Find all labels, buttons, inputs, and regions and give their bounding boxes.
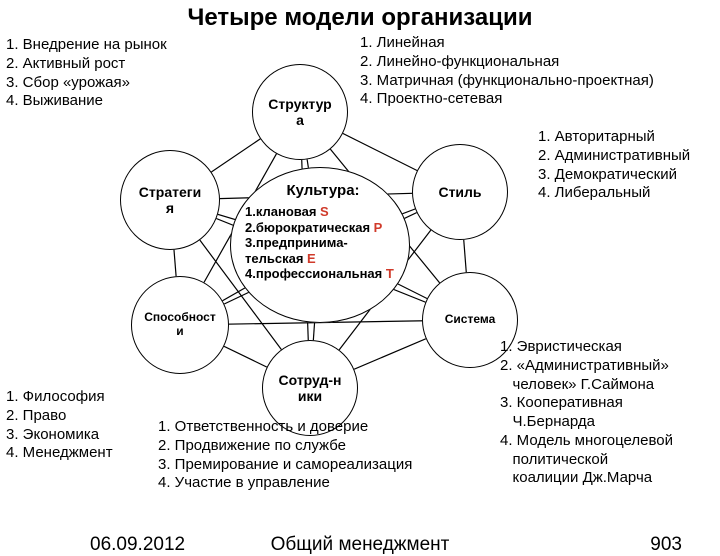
list-item: 4. Проектно-сетевая — [360, 90, 654, 109]
footer-page: 903 — [650, 534, 682, 556]
center-title: Культура: — [245, 182, 401, 200]
list-item: 3. Матричная (функционально-проектная) — [360, 72, 654, 91]
list-item: человек» Г.Саймона — [500, 376, 673, 395]
node-structure: Структура — [252, 64, 348, 160]
list-ability: 1. Философия2. Право3. Экономика4. Менед… — [6, 388, 113, 463]
list-strategy: 1. Внедрение на рынок2. Активный рост3. … — [6, 36, 167, 111]
list-item: 3. Демократический — [538, 166, 690, 185]
list-item: 1. Ответственность и доверие — [158, 418, 412, 437]
list-item: Ч.Бернарда — [500, 413, 673, 432]
list-item: 2. Право — [6, 407, 113, 426]
list-item: 1. Внедрение на рынок — [6, 36, 167, 55]
list-item: 2. Продвижение по службе — [158, 437, 412, 456]
list-item: 1. Философия — [6, 388, 113, 407]
list-style: 1. Авторитарный2. Административный3. Дем… — [538, 128, 690, 203]
node-culture-center: Культура: 1.клановая S2.бюрократическая … — [230, 167, 410, 323]
list-item: 2. «Административный» — [500, 357, 673, 376]
center-list: 1.клановая S2.бюрократическая Р3.предпри… — [245, 204, 401, 282]
list-item: 3. Экономика — [6, 426, 113, 445]
list-item: 4. Участие в управление — [158, 474, 412, 493]
center-list-item: 4.профессиональная Т — [245, 266, 401, 282]
node-strategy: Стратегия — [120, 150, 220, 250]
list-item: 2. Административный — [538, 147, 690, 166]
list-item: 2. Линейно-функциональная — [360, 53, 654, 72]
list-item: 1. Линейная — [360, 34, 654, 53]
list-item: 3. Кооперативная — [500, 394, 673, 413]
list-item: 4. Либеральный — [538, 184, 690, 203]
list-item: 4. Менеджмент — [6, 444, 113, 463]
list-item: 3. Премирование и самореализация — [158, 456, 412, 475]
node-style: Стиль — [412, 144, 508, 240]
center-list-item: 1.клановая S — [245, 204, 401, 220]
center-list-item: 3.предпринима- — [245, 235, 401, 251]
page-title: Четыре модели организации — [0, 4, 720, 32]
list-item: 3. Сбор «урожая» — [6, 74, 167, 93]
center-list-item: тельская Е — [245, 251, 401, 267]
list-item: политической — [500, 451, 673, 470]
list-structure: 1. Линейная2. Линейно-функциональная3. М… — [360, 34, 654, 109]
footer-center: Общий менеджмент — [0, 534, 720, 556]
list-item: 4. Модель многоцелевой — [500, 432, 673, 451]
list-system: 1. Эвристическая2. «Административный» че… — [500, 338, 673, 488]
node-ability: Способности — [131, 276, 229, 374]
list-item: 4. Выживание — [6, 92, 167, 111]
list-item: 2. Активный рост — [6, 55, 167, 74]
list-item: 1. Авторитарный — [538, 128, 690, 147]
list-item: 1. Эвристическая — [500, 338, 673, 357]
list-staff: 1. Ответственность и доверие2. Продвижен… — [158, 418, 412, 493]
center-list-item: 2.бюрократическая Р — [245, 220, 401, 236]
list-item: коалиции Дж.Марча — [500, 469, 673, 488]
